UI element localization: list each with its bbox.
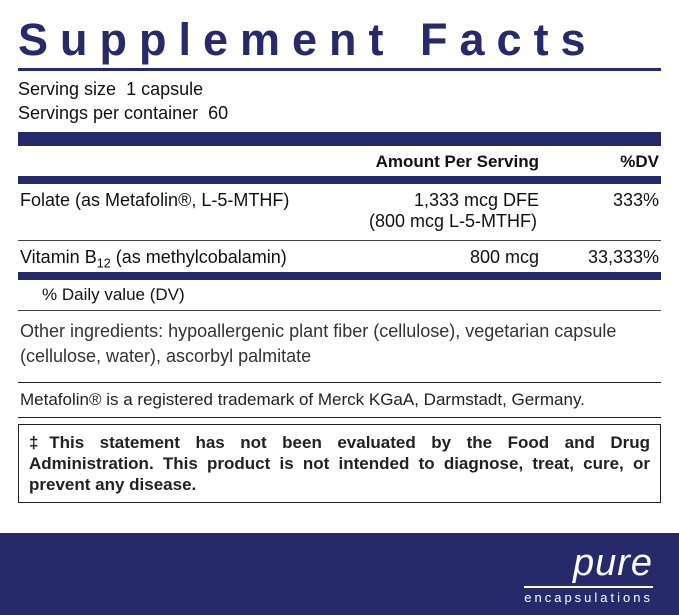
divider-thick	[18, 132, 661, 146]
nutrient-dv: 333%	[539, 190, 659, 211]
brand-footer: pure encapsulations	[0, 533, 679, 615]
serving-size-line: Serving size 1 capsule	[18, 77, 661, 101]
nutrient-sub-amount: (800 mcg L-5-MTHF)	[349, 211, 539, 238]
trademark-note: Metafolin® is a registered trademark of …	[18, 382, 661, 418]
nutrient-amount: 1,333 mcg DFE	[349, 190, 539, 211]
nutrient-name: Folate (as Metafolin®, L-5-MTHF)	[20, 190, 349, 211]
serving-size-label: Serving size	[18, 79, 116, 99]
nutrient-amount: 800 mcg	[349, 247, 539, 268]
header-amount: Amount Per Serving	[349, 152, 539, 172]
fda-disclaimer: ‡This statement has not been evaluated b…	[18, 424, 661, 504]
header-dv: %DV	[539, 152, 659, 172]
divider-mid	[18, 272, 661, 280]
servings-per-container-line: Servings per container 60	[18, 101, 661, 125]
panel-title: Supplement Facts	[18, 14, 661, 71]
brand-subtitle: encapsulations	[524, 591, 653, 604]
supplement-facts-panel: Supplement Facts Serving size 1 capsule …	[0, 0, 679, 503]
brand-logo: pure encapsulations	[524, 544, 653, 604]
daily-value-note: % Daily value (DV)	[18, 280, 661, 310]
other-ingredients: Other ingredients: hypoallergenic plant …	[18, 311, 661, 377]
servings-per-container-label: Servings per container	[18, 103, 198, 123]
divider-mid	[18, 176, 661, 184]
serving-size-value: 1 capsule	[126, 79, 203, 99]
serving-info: Serving size 1 capsule Servings per cont…	[18, 77, 661, 126]
brand-name: pure	[524, 544, 653, 588]
table-row: Folate (as Metafolin®, L-5-MTHF) 1,333 m…	[18, 184, 661, 240]
table-row: Vitamin B12 (as methylcobalamin) 800 mcg…	[18, 241, 661, 273]
nutrient-dv: 33,333%	[539, 247, 659, 268]
table-header: Amount Per Serving %DV	[18, 146, 661, 176]
servings-per-container-value: 60	[208, 103, 228, 123]
nutrient-name: Vitamin B12 (as methylcobalamin)	[20, 247, 349, 271]
header-spacer	[20, 152, 349, 172]
